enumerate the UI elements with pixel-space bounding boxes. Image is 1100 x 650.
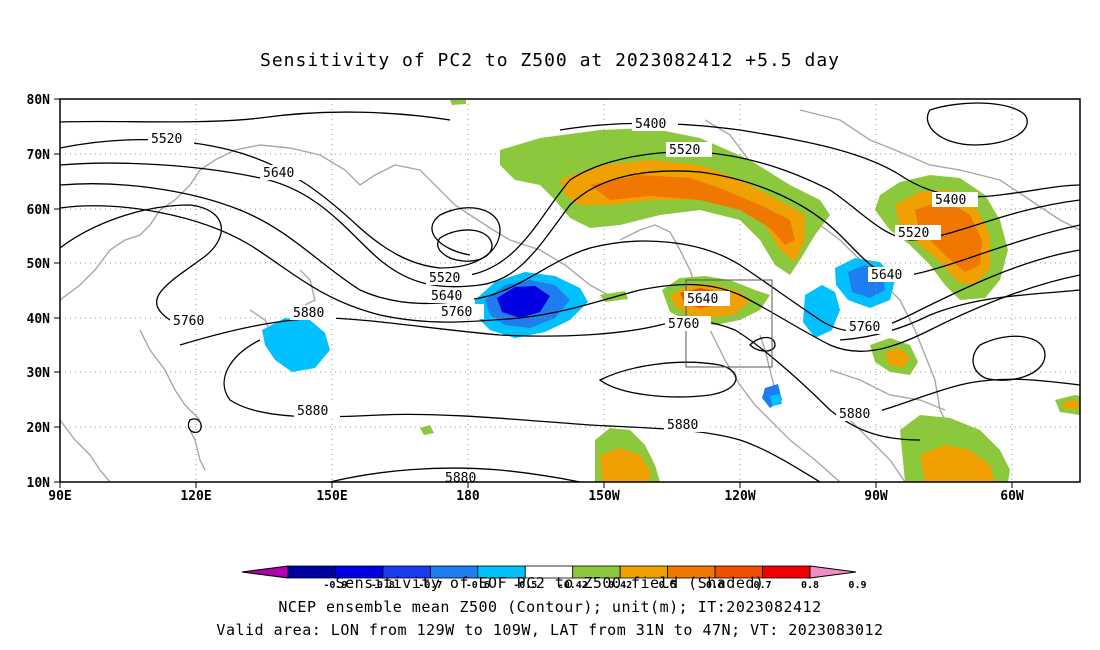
contour-label: 5640 (687, 292, 718, 307)
shading-negative (262, 258, 895, 408)
map-frame (59, 98, 1081, 483)
shade-gulf-orange (885, 348, 910, 368)
contour-label: 5520 (429, 271, 460, 286)
page-title: Sensitivity of PC2 to Z500 at 2023082412… (259, 50, 840, 71)
colorbar-tick-label: 0.7 (754, 580, 772, 591)
colorbar-tick-label: 0.9 (848, 580, 866, 591)
shade-carib-orange (920, 445, 995, 482)
colorbar-tick-label: -0.8 (371, 580, 395, 591)
colorbar-tick-label: 0.42 (608, 580, 632, 591)
colorbar-tick-label: -0.42 (558, 580, 588, 591)
lon-label: 120E (180, 489, 211, 504)
contour-label: 5880 (293, 306, 324, 321)
contour-5880-c (329, 467, 581, 482)
lon-label: 150W (588, 489, 619, 504)
caption-contour: NCEP ensemble mean Z500 (Contour); unit(… (278, 598, 822, 616)
contour-5880-e (972, 335, 1046, 381)
graticule (60, 99, 1080, 482)
lat-label: 80N (27, 93, 51, 108)
lat-label: 70N (27, 148, 51, 163)
lat-labels: 80N 70N 60N 50N 40N 30N 20N 10N (27, 93, 51, 491)
colorbar-tick-label: 0.5 (659, 580, 677, 591)
colorbar-tick-label: 0.6 (706, 580, 724, 591)
contour-5520-north (60, 111, 451, 123)
colorbar: -0.9 -0.8 -0.7 -0.6 -0.5 -0.42 0.42 0.5 0.6 0.7 0.… (241, 565, 866, 591)
lon-labels: 90E 120E 150E 180 150W 120W 90W 60W (48, 489, 1024, 504)
contour-label: 5520 (669, 143, 700, 158)
contour-5760-b (60, 205, 1080, 352)
colorbar-tick-label: -0.9 (323, 580, 347, 591)
contour-5520 (60, 138, 501, 269)
caption-valid-area: Valid area: LON from 129W to 109W, LAT f… (216, 621, 884, 639)
contour-label: 5880 (839, 407, 870, 422)
contour-label: 5640 (431, 289, 462, 304)
lon-label: 90W (864, 489, 888, 504)
shade-east-canada-dark (915, 200, 982, 272)
colorbar-tick-label: 0.8 (801, 580, 819, 591)
lat-label: 40N (27, 312, 51, 327)
shade-mexico-orange (600, 448, 650, 482)
contour-label: 5640 (871, 268, 902, 283)
contour-label: 5880 (445, 471, 476, 486)
lon-label: 120W (724, 489, 755, 504)
contour-label: 5880 (297, 404, 328, 419)
lat-label: 50N (27, 257, 51, 272)
lon-label: 60W (1000, 489, 1024, 504)
contour-5880-b (223, 339, 821, 482)
lat-label: 20N (27, 421, 51, 436)
axis-ticks (54, 98, 1013, 488)
lon-label: 150E (316, 489, 347, 504)
colorbar-tick-label: -0.7 (418, 580, 442, 591)
lat-label: 10N (27, 476, 51, 491)
contour-label: 5400 (935, 193, 966, 208)
lat-label: 30N (27, 366, 51, 381)
lat-label: 60N (27, 203, 51, 218)
shade-alaska-dark (590, 175, 795, 245)
contour-label: 5520 (151, 132, 182, 147)
contour-label: 5400 (635, 117, 666, 132)
shade-right-edge-orange (1062, 400, 1078, 410)
contour-label: 5760 (173, 314, 204, 329)
contour-label: 5760 (441, 305, 472, 320)
contour-low-pacific (437, 229, 493, 262)
lon-label: 180 (456, 489, 480, 504)
shade-wpac-light (262, 318, 330, 372)
colorbar-tick-label: -0.6 (466, 580, 490, 591)
contour-5640-b (60, 183, 1080, 332)
contour-labels: 5400 5520 5640 5760 5880 5520 5640 5760 … (148, 116, 978, 486)
caption-shading: Sensitivity of EOF PC2 to Z500 field (Sh… (335, 574, 765, 592)
contour-small-loop (187, 418, 202, 433)
contour-5880-f (749, 336, 776, 352)
contour-label: 5880 (667, 418, 698, 433)
contour-5760-a (60, 204, 223, 321)
shade-pacific-dark (497, 286, 550, 318)
contour-label: 5760 (849, 320, 880, 335)
shade-small-blue-2 (770, 394, 782, 406)
contour-5880-d (598, 361, 737, 398)
contour-label: 5520 (898, 226, 929, 241)
shade-alaska-green (500, 128, 830, 275)
shade-central-us-light (803, 285, 840, 338)
contour-5760-east (839, 289, 1080, 341)
contour-label: 5640 (263, 166, 294, 181)
shade-small-green-1 (450, 100, 466, 105)
colorbar-tick-label: -0.5 (513, 580, 537, 591)
colorbar-extend-high (809, 565, 857, 579)
contour-label: 5760 (668, 317, 699, 332)
contour-high-north (926, 102, 1028, 146)
lon-label: 90E (48, 489, 71, 504)
